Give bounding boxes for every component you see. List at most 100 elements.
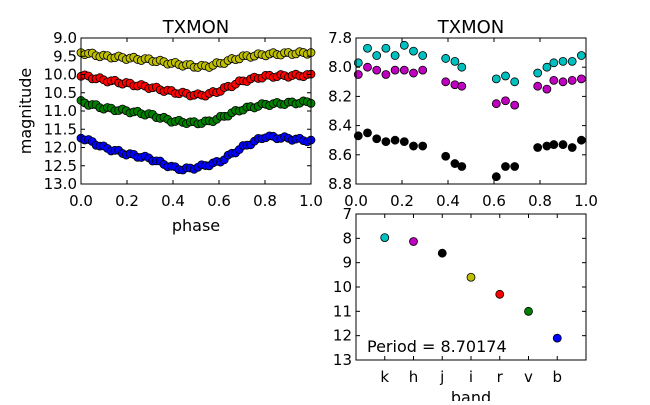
data-point — [399, 40, 409, 50]
data-point — [501, 162, 510, 171]
y-tick-label: 8.6 — [328, 146, 352, 164]
x-tick-label: 0.4 — [436, 192, 460, 210]
data-point — [399, 65, 409, 75]
panel3-y-ticks: 7 8 9 10 11 12 13 — [333, 205, 586, 369]
x-tick-label: 1.0 — [574, 192, 598, 210]
x-tick-label: 1.0 — [299, 192, 323, 210]
data-point — [363, 62, 372, 72]
data-point — [409, 46, 418, 56]
data-point — [533, 81, 543, 91]
period-annotation: Period = 8.70174 — [367, 337, 507, 356]
y-tick-label: 11 — [333, 302, 352, 320]
data-point — [457, 162, 467, 171]
data-point — [558, 56, 568, 66]
y-tick-label: 9 — [342, 254, 352, 272]
data-point — [441, 77, 451, 87]
data-point — [381, 137, 391, 147]
panel1-y-axis-label: magnitude — [16, 68, 35, 155]
data-point — [372, 134, 382, 144]
panel1-points — [76, 47, 316, 175]
data-point — [418, 141, 428, 151]
y-tick-label: 12 — [333, 327, 352, 345]
panel2-y-ticks: 7.8 8.0 8.2 8.4 8.6 8.8 — [328, 29, 586, 193]
panel1-y-ticks: 9.09.510.010.511.011.512.012.513.0 — [44, 29, 311, 193]
band-point — [380, 233, 390, 243]
band-point — [552, 333, 562, 343]
y-tick-label: 12.5 — [44, 157, 77, 175]
band-point — [437, 248, 447, 258]
band-point — [409, 237, 418, 246]
data-point — [372, 51, 382, 60]
data-point — [510, 77, 520, 87]
data-point — [491, 172, 501, 182]
band-label: i — [469, 368, 473, 386]
panel2-title: TXMON — [437, 17, 505, 38]
data-point — [549, 140, 559, 149]
panel1-x-ticks: 0.0 0.2 0.4 0.6 0.8 1.0 — [69, 38, 323, 210]
data-point — [491, 74, 501, 84]
data-point — [390, 51, 400, 60]
data-point — [558, 77, 568, 87]
data-point — [399, 137, 409, 147]
data-point — [567, 56, 577, 66]
x-tick-label: 0.6 — [482, 192, 506, 210]
data-point — [441, 54, 451, 63]
band-label: k — [380, 368, 389, 386]
panel2-x-ticks: 0.0 0.2 0.4 0.6 0.8 1.0 — [344, 38, 598, 210]
x-tick-label: 0.6 — [207, 192, 231, 210]
x-tick-label: 0.0 — [344, 192, 368, 210]
panel3-points — [380, 233, 562, 343]
data-point — [542, 62, 552, 72]
data-point — [381, 43, 391, 53]
panel1-x-axis-label: phase — [172, 216, 220, 235]
band-point — [495, 289, 505, 299]
panel-phase-ir: TXMON 0.0 0.2 0.4 0.6 0.8 1.0 7.8 8.0 8.2 8.4 8.6… — [328, 17, 598, 210]
y-tick-label: 8.2 — [328, 87, 352, 105]
panel2-points — [353, 40, 586, 182]
x-tick-label: 0.8 — [528, 192, 552, 210]
data-point — [450, 56, 460, 66]
y-tick-label: 8.0 — [328, 58, 352, 76]
y-tick-label: 9.0 — [53, 29, 77, 47]
data-point — [372, 65, 382, 75]
x-tick-label: 0.8 — [253, 192, 277, 210]
data-point — [567, 75, 577, 85]
y-tick-label: 10.0 — [44, 66, 77, 84]
band-label: v — [524, 368, 533, 386]
panel1-title: TXMON — [162, 17, 230, 38]
x-tick-label: 0.4 — [161, 192, 185, 210]
x-tick-label: 0.0 — [69, 192, 93, 210]
data-point — [457, 62, 467, 72]
data-point — [542, 84, 552, 94]
y-tick-label: 11.5 — [44, 120, 77, 138]
y-tick-label: 11.0 — [44, 102, 77, 120]
band-point — [466, 272, 476, 282]
band-label: h — [409, 368, 419, 386]
data-point — [533, 143, 543, 152]
data-point — [390, 65, 400, 75]
data-point — [510, 100, 520, 110]
data-point — [457, 81, 467, 91]
data-point — [409, 141, 418, 151]
data-point — [533, 68, 543, 78]
panel2-frame — [355, 37, 587, 185]
y-tick-label: 10 — [333, 278, 352, 296]
panel3-x-axis-label: band — [451, 388, 491, 401]
data-point — [567, 143, 577, 152]
panel-phase-magnitude: TXMON 0.0 0.2 0.4 0.6 0.8 1.0 9.09.510.010.51… — [16, 17, 323, 235]
x-tick-label: 0.2 — [390, 192, 414, 210]
data-point — [409, 68, 418, 78]
y-tick-label: 8.8 — [328, 175, 352, 193]
band-point — [524, 306, 533, 316]
data-point — [558, 140, 568, 149]
data-point — [549, 58, 559, 68]
data-point — [510, 162, 520, 171]
y-tick-label: 8.4 — [328, 117, 352, 135]
band-label: b — [552, 368, 562, 386]
data-point — [501, 71, 510, 81]
data-point — [549, 75, 559, 85]
data-point — [577, 51, 586, 60]
y-tick-label: 7 — [342, 205, 352, 223]
